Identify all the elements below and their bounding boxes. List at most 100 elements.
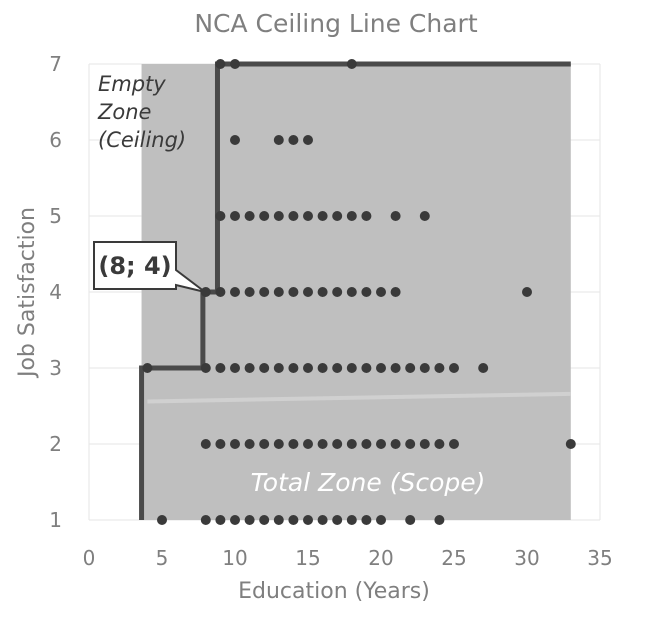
data-point bbox=[230, 363, 240, 373]
data-point bbox=[244, 515, 255, 525]
data-point bbox=[215, 287, 226, 297]
x-tick-label: 5 bbox=[156, 546, 169, 570]
data-point bbox=[390, 363, 401, 373]
data-point bbox=[215, 59, 226, 69]
data-point bbox=[449, 439, 459, 449]
data-point bbox=[273, 287, 284, 297]
data-point bbox=[244, 363, 255, 373]
data-point bbox=[317, 211, 328, 221]
empty-zone-line-1: Empty bbox=[98, 72, 166, 96]
y-axis-label: Job Satisfaction bbox=[15, 207, 40, 379]
data-point bbox=[376, 515, 386, 525]
data-point bbox=[303, 515, 313, 525]
y-tick-label: 7 bbox=[49, 52, 62, 76]
data-point bbox=[303, 363, 313, 373]
empty-zone-line-2: Zone bbox=[97, 100, 151, 124]
data-point bbox=[346, 211, 357, 221]
data-point bbox=[288, 515, 299, 525]
point-callout: (8; 4) bbox=[93, 241, 206, 293]
data-point bbox=[361, 211, 372, 221]
data-point bbox=[303, 211, 313, 221]
data-points bbox=[142, 59, 576, 525]
x-tick-label: 10 bbox=[222, 546, 247, 570]
chart-title: NCA Ceiling Line Chart bbox=[194, 9, 477, 38]
data-point bbox=[259, 211, 270, 221]
data-point bbox=[346, 287, 357, 297]
x-axis-label: Education (Years) bbox=[238, 579, 430, 604]
data-point bbox=[244, 287, 255, 297]
data-point bbox=[332, 439, 343, 449]
data-point bbox=[317, 363, 328, 373]
data-point bbox=[419, 211, 430, 221]
data-point bbox=[565, 439, 576, 449]
data-point bbox=[405, 439, 416, 449]
data-point bbox=[376, 363, 386, 373]
data-point bbox=[215, 211, 226, 221]
data-point bbox=[434, 363, 445, 373]
data-point bbox=[259, 363, 270, 373]
y-tick-label: 5 bbox=[49, 204, 62, 228]
callout-label: (8; 4) bbox=[98, 252, 171, 280]
data-point bbox=[522, 287, 532, 297]
data-point bbox=[273, 515, 284, 525]
data-point bbox=[215, 515, 226, 525]
data-point bbox=[405, 515, 416, 525]
total-zone-label: Total Zone (Scope) bbox=[251, 468, 486, 497]
y-tick-label: 1 bbox=[49, 508, 62, 532]
data-point bbox=[230, 439, 240, 449]
data-point bbox=[230, 515, 240, 525]
data-point bbox=[332, 211, 343, 221]
y-tick-label: 2 bbox=[49, 432, 62, 456]
data-point bbox=[419, 439, 430, 449]
data-point bbox=[200, 439, 211, 449]
data-point bbox=[288, 135, 299, 145]
data-point bbox=[259, 439, 270, 449]
data-point bbox=[376, 439, 386, 449]
data-point bbox=[361, 515, 372, 525]
x-tick-label: 35 bbox=[587, 546, 612, 570]
data-point bbox=[273, 363, 284, 373]
x-tick-labels: 0 5 10 15 20 25 30 35 bbox=[83, 546, 613, 570]
data-point bbox=[346, 515, 357, 525]
data-point bbox=[317, 515, 328, 525]
y-tick-label: 4 bbox=[49, 280, 62, 304]
data-point bbox=[419, 363, 430, 373]
y-tick-label: 3 bbox=[49, 356, 62, 380]
data-point bbox=[303, 287, 313, 297]
x-tick-label: 20 bbox=[368, 546, 393, 570]
data-point bbox=[157, 515, 167, 525]
data-point bbox=[288, 439, 299, 449]
data-point bbox=[346, 363, 357, 373]
empty-zone-line-3: (Ceiling) bbox=[98, 128, 186, 152]
empty-zone-label: Empty Zone (Ceiling) bbox=[97, 72, 186, 152]
data-point bbox=[346, 439, 357, 449]
data-point bbox=[390, 287, 401, 297]
data-point bbox=[244, 211, 255, 221]
ols-line bbox=[147, 391, 571, 404]
data-point bbox=[346, 59, 357, 69]
x-tick-label: 30 bbox=[514, 546, 539, 570]
data-point bbox=[288, 287, 299, 297]
data-point bbox=[259, 287, 270, 297]
data-point bbox=[230, 59, 240, 69]
data-point bbox=[478, 363, 489, 373]
data-point bbox=[332, 363, 343, 373]
data-point bbox=[449, 363, 459, 373]
x-tick-label: 0 bbox=[83, 546, 96, 570]
data-point bbox=[200, 363, 211, 373]
data-point bbox=[376, 287, 386, 297]
y-tick-labels: 1 2 3 4 5 6 7 bbox=[49, 52, 62, 532]
data-point bbox=[273, 439, 284, 449]
data-point bbox=[434, 515, 445, 525]
data-point bbox=[361, 287, 372, 297]
data-point bbox=[361, 363, 372, 373]
data-point bbox=[332, 515, 343, 525]
data-point bbox=[361, 439, 372, 449]
ols-line-layer bbox=[147, 391, 571, 404]
data-point bbox=[317, 287, 328, 297]
data-point bbox=[303, 135, 313, 145]
data-point bbox=[288, 363, 299, 373]
data-point bbox=[259, 515, 270, 525]
data-point bbox=[317, 439, 328, 449]
